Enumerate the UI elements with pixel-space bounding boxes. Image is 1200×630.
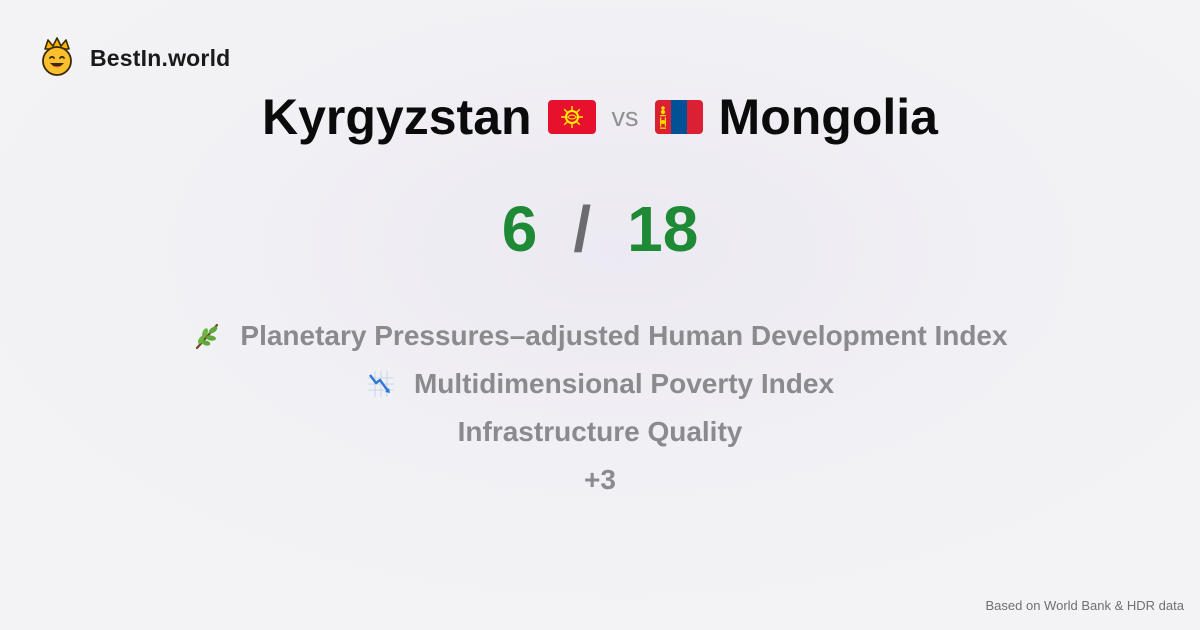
metric-label: Multidimensional Poverty Index <box>413 368 835 399</box>
mongolia-flag-icon <box>654 100 703 134</box>
score-separator: / <box>573 193 592 265</box>
more-metrics-count[interactable]: +3 <box>584 464 616 495</box>
country-b-name[interactable]: Mongolia <box>718 89 938 145</box>
metric-item[interactable]: Planetary Pressures–adjusted Human Devel… <box>192 312 1008 360</box>
chart-decreasing-icon <box>366 369 396 399</box>
metrics-list: Planetary Pressures–adjusted Human Devel… <box>0 312 1200 504</box>
score-b: 18 <box>627 193 699 265</box>
score: 6 / 18 <box>0 192 1200 266</box>
comparison-title: Kyrgyzstan vs <box>0 88 1200 146</box>
brand-name: BestIn.world <box>90 45 231 71</box>
kyrgyzstan-flag-icon <box>547 100 596 134</box>
metric-item[interactable]: Infrastructure Quality <box>458 408 743 456</box>
metric-label: Planetary Pressures–adjusted Human Devel… <box>240 320 1008 351</box>
metric-item[interactable]: Multidimensional Poverty Index <box>366 360 834 408</box>
metric-label: Infrastructure Quality <box>457 416 743 447</box>
country-a-name[interactable]: Kyrgyzstan <box>262 89 532 145</box>
vs-label: vs <box>611 101 639 132</box>
crown-smiley-icon <box>38 36 76 81</box>
score-a: 6 <box>501 193 538 265</box>
herb-icon <box>192 321 222 351</box>
brand[interactable]: BestIn.world <box>38 36 230 81</box>
data-source-note: Based on World Bank & HDR data <box>985 598 1184 613</box>
